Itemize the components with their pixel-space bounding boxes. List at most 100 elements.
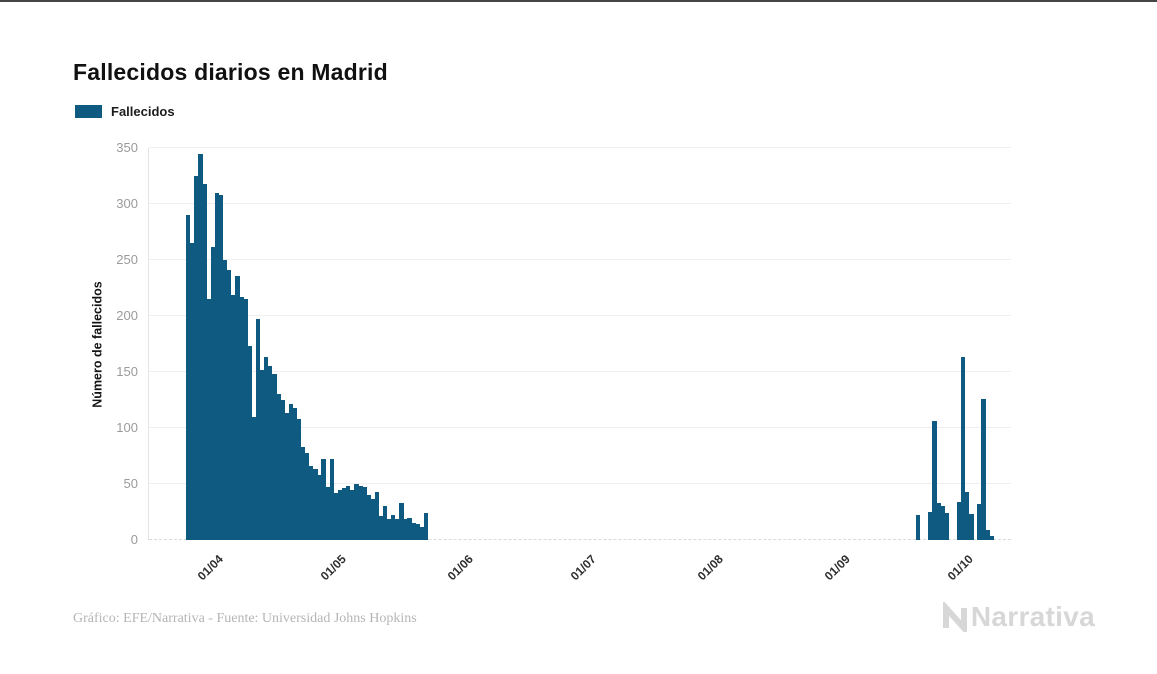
bar[interactable] [210, 246, 216, 540]
bar[interactable] [337, 489, 343, 540]
gridline [149, 259, 1011, 260]
bar[interactable] [321, 459, 326, 540]
bar[interactable] [370, 498, 375, 540]
legend-label: Fallecidos [111, 104, 175, 119]
bar[interactable] [358, 486, 363, 540]
x-tick-label: 01/06 [444, 552, 476, 584]
bar[interactable] [222, 260, 228, 540]
bar[interactable] [296, 419, 302, 540]
y-tick-label: 350 [116, 140, 138, 155]
y-tick-label: 250 [116, 252, 138, 267]
bar[interactable] [259, 369, 265, 540]
bar[interactable] [366, 495, 371, 540]
bar[interactable] [280, 400, 285, 540]
bar[interactable] [350, 489, 355, 540]
bar[interactable] [928, 512, 933, 540]
bar[interactable] [407, 517, 412, 540]
bar[interactable] [378, 516, 384, 540]
y-tick-label: 100 [116, 420, 138, 435]
bar[interactable] [325, 487, 330, 540]
bar[interactable] [391, 515, 396, 540]
bar[interactable] [940, 506, 945, 540]
bar[interactable] [288, 404, 293, 540]
bar[interactable] [981, 398, 986, 540]
narrativa-logo-icon [942, 602, 967, 632]
bar[interactable] [329, 459, 334, 540]
y-axis-title: Número de fallecidos [90, 281, 105, 408]
x-tick-label: 01/05 [317, 552, 349, 584]
bar[interactable] [423, 513, 429, 540]
bar[interactable] [354, 484, 359, 540]
source-credit: Gráfico: EFE/Narrativa - Fuente: Univers… [73, 611, 417, 626]
bar[interactable] [960, 357, 966, 540]
bar[interactable] [251, 416, 257, 540]
bar[interactable] [386, 518, 392, 540]
y-tick-label: 150 [116, 364, 138, 379]
bar[interactable] [419, 526, 425, 540]
narrativa-logo: Narrativa [942, 601, 1095, 633]
bar[interactable] [243, 299, 248, 540]
bar[interactable] [399, 503, 404, 540]
gridline [149, 203, 1011, 204]
bar[interactable] [309, 466, 314, 540]
bar[interactable] [300, 447, 306, 540]
bar[interactable] [304, 452, 310, 540]
bar[interactable] [411, 523, 416, 540]
bar[interactable] [977, 504, 982, 540]
bar[interactable] [186, 215, 191, 540]
gridline [149, 315, 1011, 316]
bar[interactable] [989, 535, 995, 540]
bar[interactable] [985, 529, 990, 540]
bar[interactable] [247, 346, 252, 540]
bar[interactable] [284, 413, 289, 540]
bar[interactable] [341, 488, 347, 540]
bar[interactable] [374, 491, 380, 540]
bar[interactable] [190, 243, 195, 540]
bar[interactable] [206, 299, 211, 540]
gridline [149, 371, 1011, 372]
bar[interactable] [194, 176, 199, 540]
bar[interactable] [313, 469, 318, 540]
bar[interactable] [415, 524, 421, 540]
bar[interactable] [944, 513, 949, 540]
bar[interactable] [382, 506, 388, 540]
plot-area [148, 147, 1011, 540]
bar[interactable] [231, 294, 236, 540]
chart-title: Fallecidos diarios en Madrid [73, 59, 388, 86]
bar[interactable] [317, 475, 322, 540]
y-tick-label: 0 [130, 532, 138, 547]
bar[interactable] [969, 514, 974, 540]
gridline [149, 147, 1011, 148]
bar[interactable] [268, 366, 273, 540]
x-tick-label: 01/09 [821, 552, 853, 584]
bar[interactable] [403, 518, 408, 540]
bar[interactable] [214, 192, 220, 540]
bar[interactable] [956, 501, 962, 540]
bar[interactable] [272, 374, 277, 540]
y-tick-label: 300 [116, 196, 138, 211]
bar[interactable] [227, 270, 232, 540]
gridline [149, 427, 1011, 428]
bar[interactable] [362, 487, 367, 540]
bar[interactable] [239, 296, 244, 540]
bar[interactable] [202, 183, 207, 540]
bar[interactable] [263, 357, 269, 540]
bar[interactable] [218, 195, 224, 540]
bar[interactable] [932, 421, 937, 540]
narrativa-logo-text: Narrativa [970, 601, 1095, 632]
bar[interactable] [235, 275, 240, 540]
bar[interactable] [915, 515, 921, 540]
top-edge-artifact [0, 0, 1157, 2]
bar[interactable] [255, 319, 261, 540]
x-tick-label: 01/10 [944, 552, 976, 584]
bar[interactable] [965, 491, 970, 540]
bar[interactable] [395, 518, 400, 540]
bar[interactable] [198, 153, 203, 540]
bar[interactable] [936, 503, 941, 540]
gridline [149, 483, 1011, 484]
legend-item-fallecidos[interactable]: Fallecidos [75, 104, 175, 119]
bar[interactable] [345, 486, 351, 540]
bar[interactable] [276, 394, 281, 540]
bar[interactable] [292, 407, 298, 540]
bar[interactable] [333, 492, 339, 540]
